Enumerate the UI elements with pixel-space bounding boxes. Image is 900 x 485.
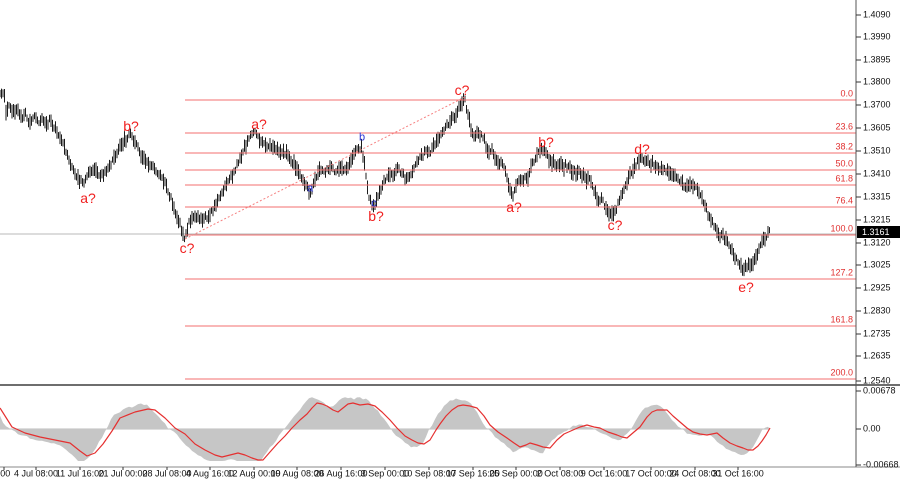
current-price-tag: 1.3161 — [857, 226, 900, 238]
panel-separator — [0, 384, 900, 386]
price-bars-series — [0, 88, 770, 277]
trendline-dotted — [184, 96, 466, 240]
oscillator-signal-line — [0, 402, 771, 461]
oscillator-histogram-area — [0, 397, 770, 461]
